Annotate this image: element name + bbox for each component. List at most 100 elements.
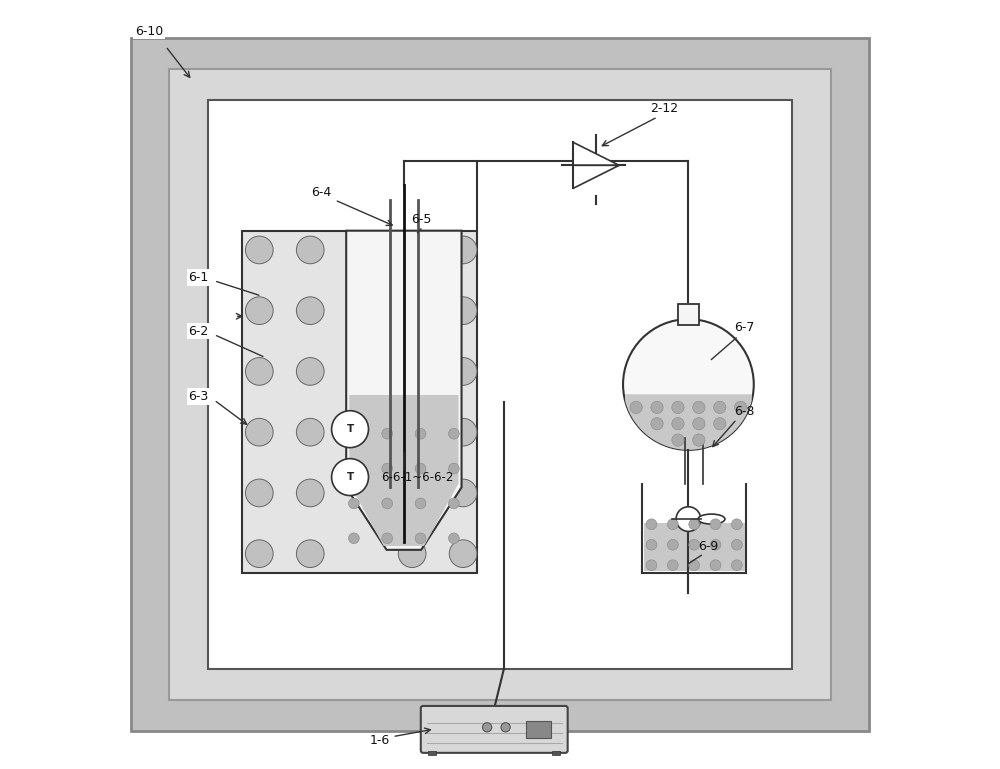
Text: 6-1: 6-1 — [189, 271, 209, 284]
Circle shape — [672, 418, 684, 430]
Circle shape — [710, 560, 721, 571]
Bar — [552, 751, 560, 755]
Text: 6-8: 6-8 — [735, 405, 755, 418]
Circle shape — [448, 428, 459, 439]
Text: T: T — [346, 472, 354, 482]
Bar — [526, 721, 551, 738]
Bar — [678, 304, 699, 325]
Circle shape — [449, 479, 477, 507]
Circle shape — [349, 463, 359, 474]
Circle shape — [667, 519, 678, 530]
Circle shape — [651, 401, 663, 414]
Circle shape — [449, 418, 477, 446]
Circle shape — [710, 539, 721, 550]
Text: 6-2: 6-2 — [189, 325, 209, 338]
Text: 6-6-1~6-6-2: 6-6-1~6-6-2 — [381, 471, 453, 484]
Circle shape — [689, 539, 700, 550]
Circle shape — [349, 498, 359, 509]
Circle shape — [245, 236, 273, 264]
Circle shape — [245, 297, 273, 325]
Circle shape — [349, 533, 359, 544]
Circle shape — [415, 463, 426, 474]
Circle shape — [382, 498, 393, 509]
Bar — [242, 231, 477, 573]
Circle shape — [630, 401, 642, 414]
Text: 6-4: 6-4 — [312, 186, 332, 199]
Circle shape — [245, 358, 273, 385]
Circle shape — [714, 418, 726, 430]
Text: 6-7: 6-7 — [735, 321, 755, 334]
Circle shape — [449, 236, 477, 264]
Circle shape — [689, 560, 700, 571]
Bar — [428, 751, 436, 755]
Circle shape — [646, 519, 657, 530]
Bar — [208, 100, 792, 669]
Text: 6-10: 6-10 — [135, 25, 163, 38]
Circle shape — [676, 507, 701, 531]
Text: 6-5: 6-5 — [412, 213, 432, 226]
Circle shape — [398, 358, 426, 385]
Bar — [644, 523, 745, 571]
Ellipse shape — [698, 514, 725, 524]
Circle shape — [483, 723, 492, 732]
Circle shape — [449, 358, 477, 385]
Circle shape — [448, 533, 459, 544]
Circle shape — [672, 401, 684, 414]
Circle shape — [667, 560, 678, 571]
Circle shape — [245, 540, 273, 568]
Circle shape — [296, 297, 324, 325]
Circle shape — [449, 540, 477, 568]
Circle shape — [415, 428, 426, 439]
Polygon shape — [349, 395, 458, 546]
Text: 2-12: 2-12 — [650, 102, 678, 115]
Circle shape — [646, 539, 657, 550]
Polygon shape — [573, 142, 619, 165]
Polygon shape — [346, 231, 462, 550]
Circle shape — [382, 463, 393, 474]
Circle shape — [623, 319, 754, 450]
Circle shape — [693, 434, 705, 446]
Bar — [169, 69, 831, 700]
Circle shape — [245, 418, 273, 446]
Circle shape — [415, 533, 426, 544]
Circle shape — [398, 236, 426, 264]
Circle shape — [651, 418, 663, 430]
Circle shape — [672, 434, 684, 446]
Circle shape — [332, 411, 369, 448]
Circle shape — [448, 463, 459, 474]
Circle shape — [398, 479, 426, 507]
Circle shape — [382, 428, 393, 439]
Text: 6-9: 6-9 — [698, 540, 719, 553]
Circle shape — [296, 418, 324, 446]
Circle shape — [296, 540, 324, 568]
Polygon shape — [625, 394, 752, 450]
Circle shape — [693, 418, 705, 430]
Text: 6-3: 6-3 — [189, 390, 209, 403]
Circle shape — [296, 358, 324, 385]
Text: 1-6: 1-6 — [369, 734, 390, 747]
Circle shape — [382, 533, 393, 544]
Circle shape — [398, 418, 426, 446]
Circle shape — [731, 519, 742, 530]
Circle shape — [501, 723, 510, 732]
Circle shape — [296, 479, 324, 507]
Circle shape — [296, 236, 324, 264]
Circle shape — [667, 539, 678, 550]
Circle shape — [415, 498, 426, 509]
Circle shape — [245, 479, 273, 507]
Text: T: T — [346, 424, 354, 434]
Circle shape — [332, 458, 369, 495]
Circle shape — [714, 401, 726, 414]
Circle shape — [349, 428, 359, 439]
Circle shape — [693, 401, 705, 414]
Polygon shape — [573, 165, 619, 188]
Circle shape — [448, 498, 459, 509]
Circle shape — [398, 540, 426, 568]
Circle shape — [710, 519, 721, 530]
Circle shape — [731, 539, 742, 550]
FancyBboxPatch shape — [421, 706, 568, 753]
Circle shape — [689, 519, 700, 530]
Circle shape — [449, 297, 477, 325]
Circle shape — [398, 297, 426, 325]
Circle shape — [646, 560, 657, 571]
